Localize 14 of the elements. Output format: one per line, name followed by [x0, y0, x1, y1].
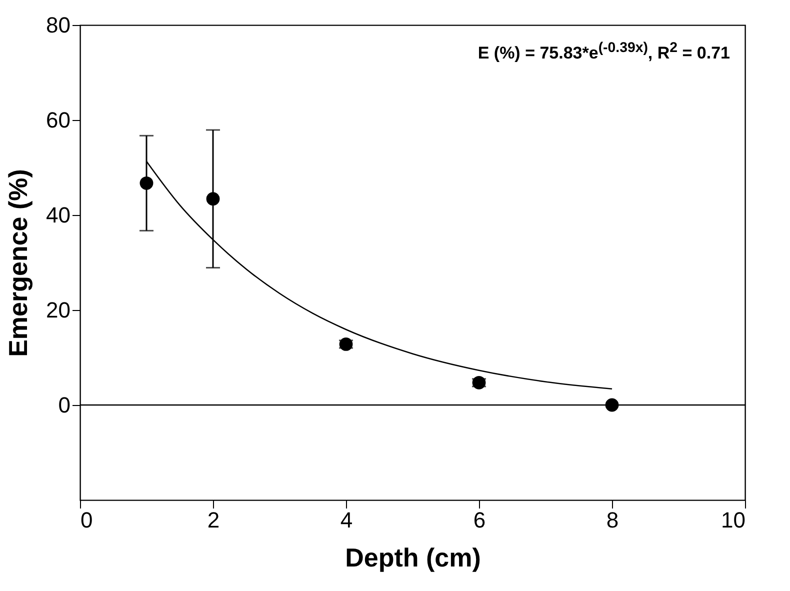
x-tick-label: 6	[473, 508, 486, 532]
y-tick-label: 80	[46, 12, 70, 38]
annotation: E (%) = 75.83*e$^{(-0.39x)}$, R$^{2}$ = 0.71	[478, 40, 730, 64]
x-tick-label: 4	[340, 508, 353, 532]
y-tick-label: 60	[46, 108, 70, 132]
x-tick-label: 2	[207, 508, 220, 532]
y-tick-label: 40	[46, 202, 70, 228]
y-axis-title: Emergence (%)	[3, 169, 34, 357]
x-tick-label: 10	[721, 508, 746, 532]
y-tick-label: 20	[46, 298, 70, 322]
x-axis-title: Depth (cm)	[345, 542, 481, 572]
y-tick-label: 0	[58, 392, 70, 418]
x-tick-label: 0	[80, 508, 93, 532]
x-tick-label: 8	[606, 508, 619, 532]
